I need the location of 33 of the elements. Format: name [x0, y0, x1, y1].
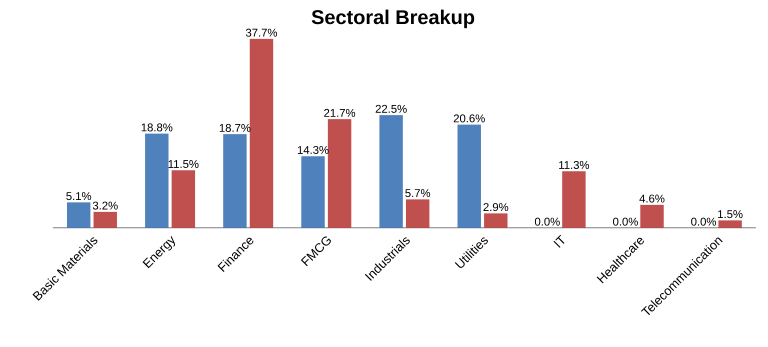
bar	[379, 115, 403, 228]
bar	[562, 171, 586, 228]
bar	[406, 199, 430, 228]
data-label: 5.1%	[66, 192, 92, 200]
bar	[172, 170, 196, 228]
bar	[484, 213, 508, 228]
bar	[94, 212, 117, 228]
data-label: 22.5%	[376, 104, 407, 113]
bar	[250, 38, 274, 228]
bar	[145, 134, 169, 228]
x-tick-label: IT	[554, 234, 564, 248]
data-label: 0.0%	[613, 218, 638, 226]
data-label: 5.7%	[405, 189, 430, 198]
bar	[328, 119, 352, 228]
data-label: 3.2%	[92, 202, 118, 210]
data-label: 20.6%	[454, 114, 485, 122]
bar	[66, 202, 90, 228]
bar	[301, 156, 325, 228]
data-label: 4.6%	[639, 194, 664, 203]
data-label: 37.7%	[246, 28, 278, 37]
data-label: 18.8%	[142, 123, 172, 132]
bar	[223, 134, 247, 228]
bar	[718, 220, 742, 228]
data-label: 21.7%	[324, 108, 356, 117]
data-label: 1.5%	[718, 210, 743, 218]
data-label: 11.3%	[559, 161, 590, 170]
bar	[458, 124, 481, 228]
bar	[640, 204, 664, 228]
chart-title: Sectoral Breakup	[312, 10, 474, 28]
data-label: 0.0%	[691, 218, 716, 226]
data-label: 2.9%	[483, 203, 508, 212]
data-label: 11.5%	[168, 160, 199, 168]
data-label: 0.0%	[534, 218, 560, 226]
